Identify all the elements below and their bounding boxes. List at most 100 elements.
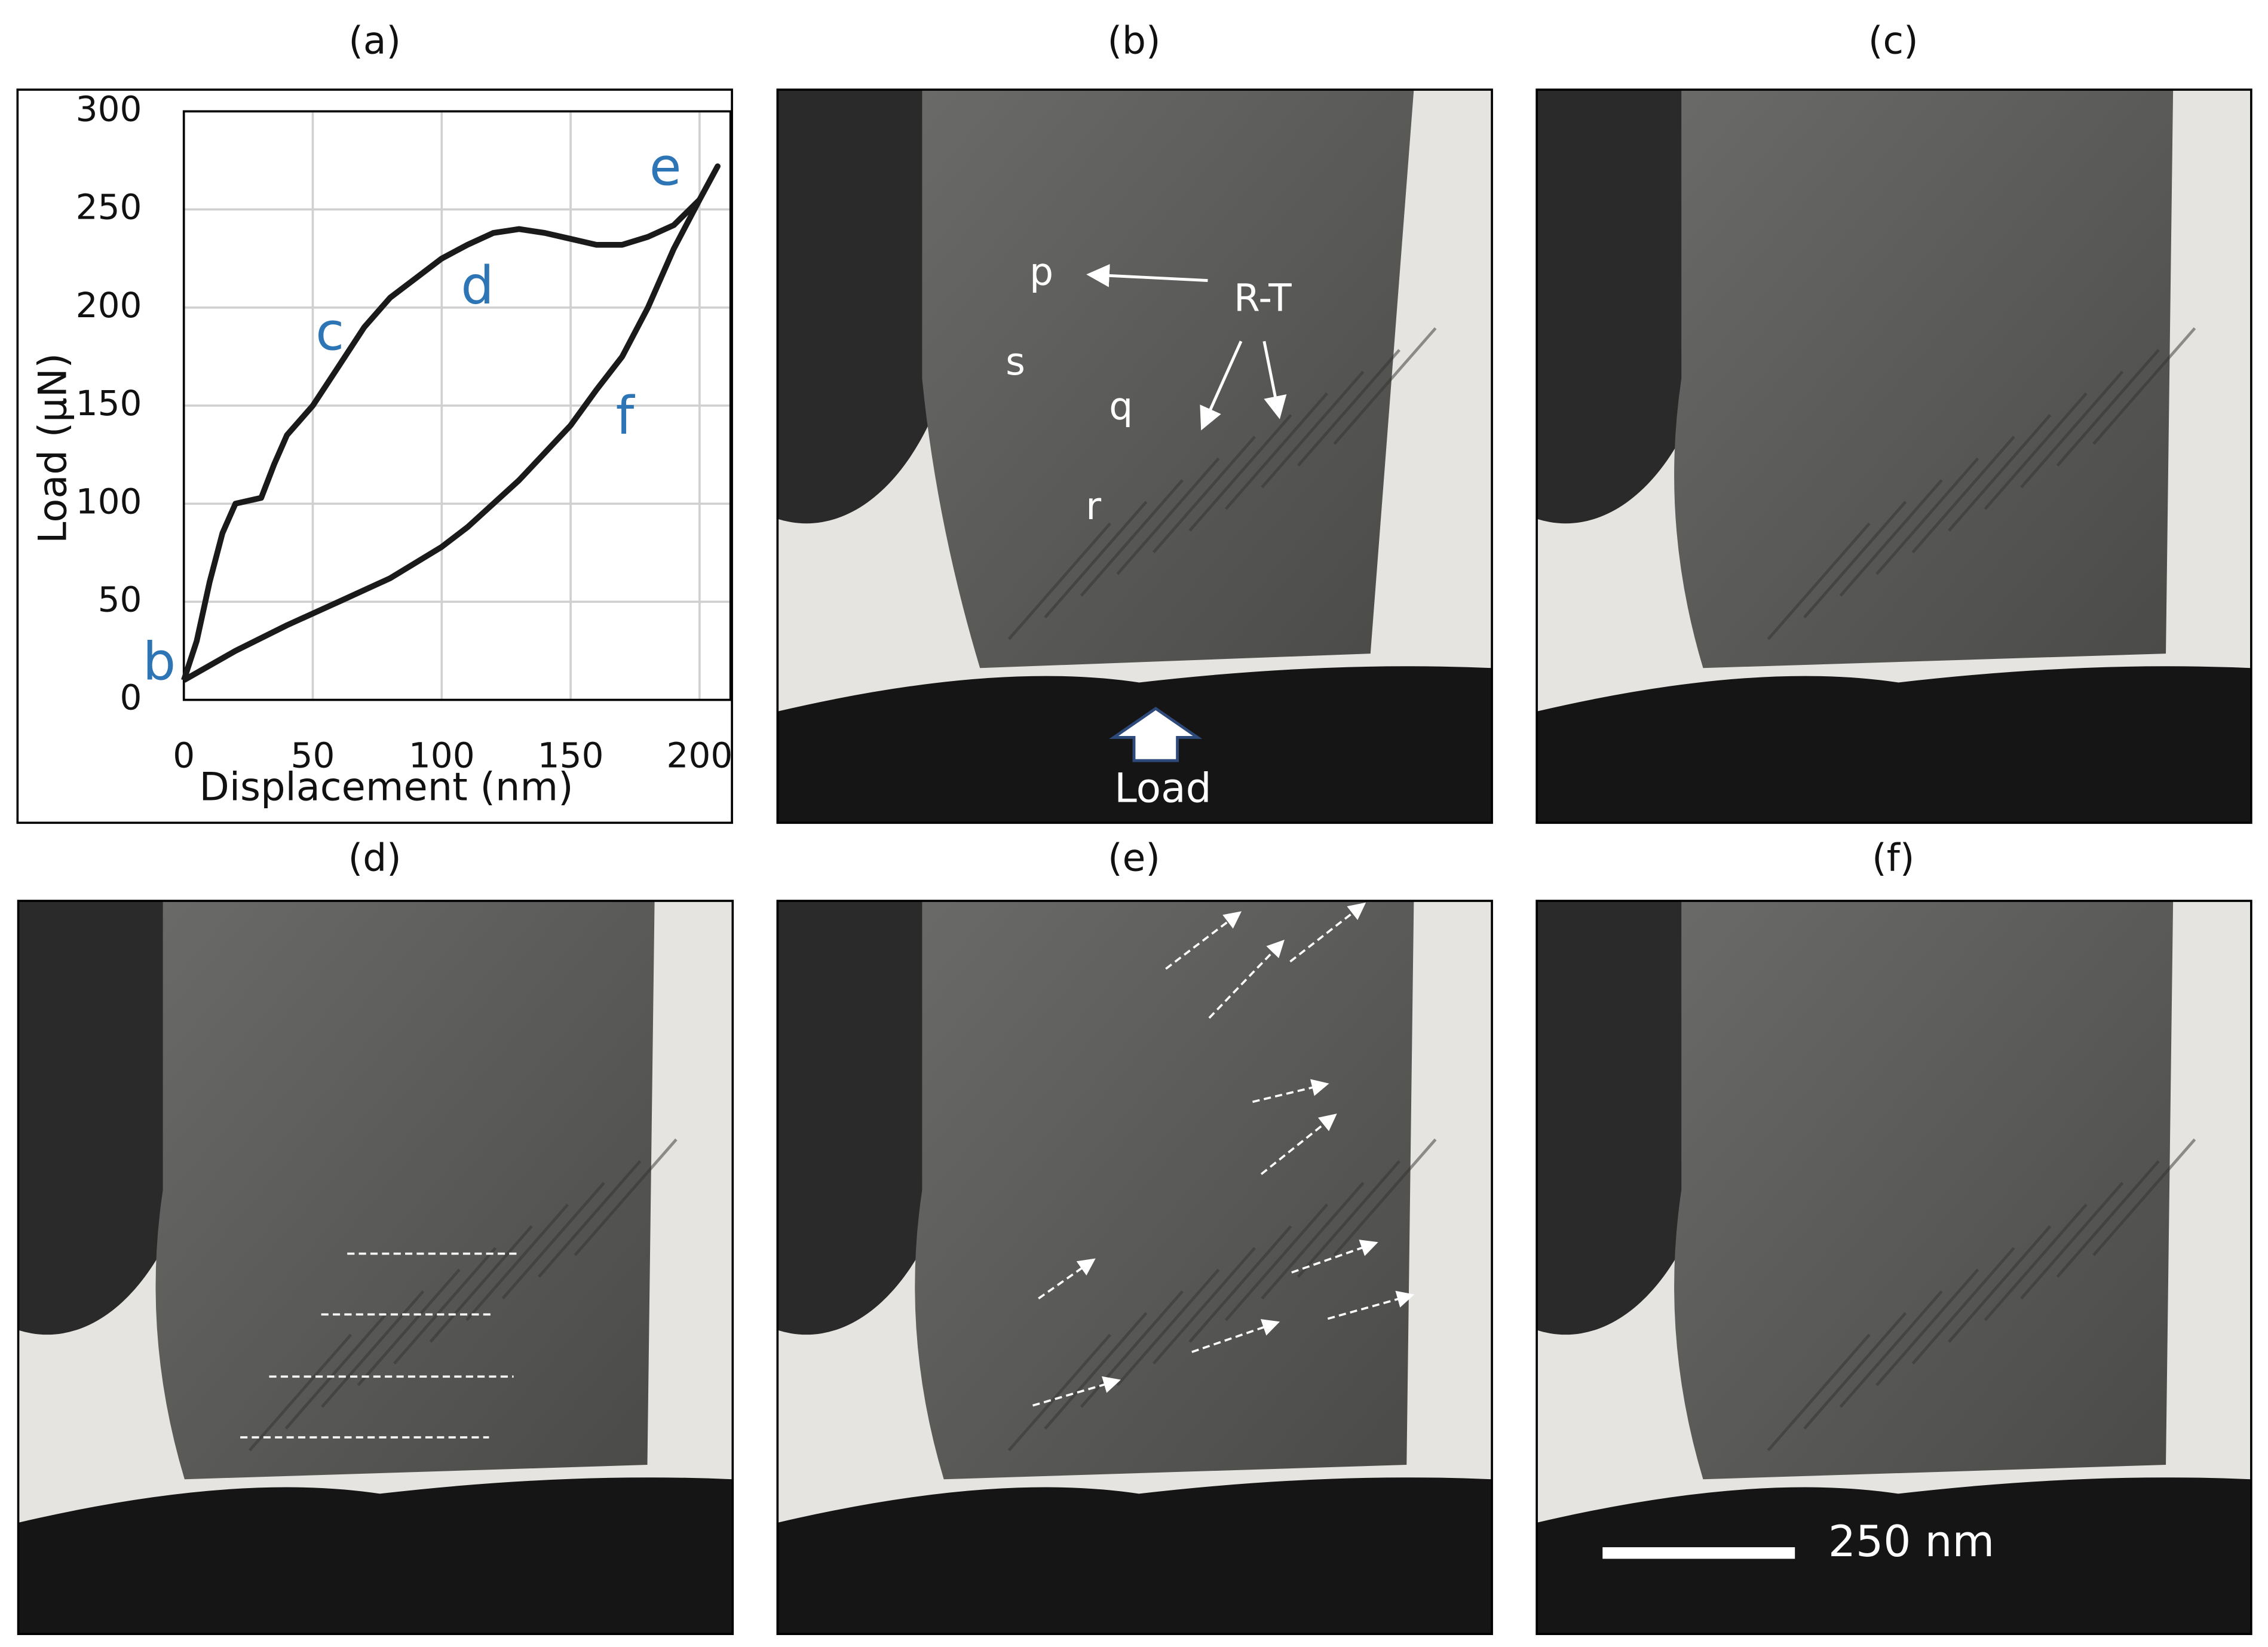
y-tick-label: 100 [76, 481, 142, 522]
texture [1948, 414, 2052, 532]
texture [1044, 501, 1148, 619]
texture [1875, 1268, 1979, 1387]
point-label: d [461, 255, 494, 316]
dashed-arrow [1291, 1240, 1378, 1274]
x-tick-label: 0 [173, 735, 195, 775]
texture [1839, 479, 1943, 597]
x-tick-label: 100 [409, 735, 475, 775]
texture [1911, 435, 2015, 554]
texture [1261, 1182, 1365, 1300]
dashed-arrow [1208, 939, 1285, 1019]
scale-bar-label: 250 nm [1828, 1517, 1994, 1567]
y-tick-label: 300 [76, 88, 142, 129]
texture [1152, 1247, 1256, 1365]
x-tick-label: 200 [666, 735, 732, 775]
texture [1333, 1138, 1437, 1256]
texture [1911, 1247, 2015, 1365]
texture [1261, 370, 1365, 489]
point-label: c [315, 301, 344, 362]
texture [1948, 1225, 2052, 1343]
pillar [915, 900, 1414, 1480]
micrograph [776, 88, 1493, 824]
dashed-arrow [1289, 902, 1366, 963]
texture [393, 1247, 497, 1365]
plot-border [182, 110, 732, 701]
texture [2056, 1160, 2160, 1278]
load-label: Load [1114, 765, 1212, 812]
y-tick-label: 50 [98, 579, 142, 619]
texture [1875, 457, 1979, 575]
texture [2092, 1138, 2196, 1256]
dashed-arrow [1260, 1114, 1337, 1175]
texture [1224, 1203, 1328, 1321]
substrate [1537, 666, 2251, 823]
frame [776, 88, 1493, 824]
pillar [922, 90, 1414, 668]
point-label: e [649, 137, 682, 198]
pillar [1674, 900, 2174, 1480]
panel-label: (b) [1107, 19, 1160, 63]
texture [2020, 370, 2124, 489]
annotation: q [1109, 385, 1133, 428]
texture [321, 1290, 425, 1408]
texture [1767, 1333, 1871, 1452]
texture [1080, 1290, 1184, 1408]
dashed-arrow [1252, 1079, 1329, 1103]
texture [1116, 1268, 1220, 1387]
annotation: p [1029, 250, 1053, 294]
texture [1297, 349, 1400, 467]
x-tick-label: 50 [291, 735, 335, 775]
arrow [1086, 264, 1208, 287]
pillar [1674, 90, 2174, 668]
panel-label: (d) [348, 836, 402, 879]
panel-label: (c) [1868, 19, 1918, 63]
texture [2056, 349, 2160, 467]
texture [429, 1225, 533, 1343]
dashed-arrow [1165, 911, 1242, 970]
texture [1007, 1333, 1111, 1452]
data-line [181, 163, 721, 683]
texture [1080, 479, 1184, 597]
texture [1984, 392, 2088, 510]
annotation: R-T [1234, 277, 1292, 320]
micrograph-content [18, 900, 733, 1634]
frame [1536, 88, 2252, 824]
dashed-arrow [1191, 1319, 1280, 1353]
dashed-arrow [1032, 1376, 1121, 1407]
micrograph [776, 900, 1493, 1636]
y-axis-title: Load (μN) [30, 353, 75, 544]
y-tick-label: 150 [76, 383, 142, 424]
left-blob [777, 90, 966, 524]
texture [357, 1268, 461, 1387]
micrograph-content [777, 900, 1492, 1634]
texture [1767, 522, 1871, 640]
texture [1803, 1312, 1907, 1430]
micrograph-content [1537, 90, 2251, 823]
texture [1224, 392, 1328, 510]
x-axis-title: Displacement (nm) [200, 765, 574, 810]
panel-label: (f) [1872, 836, 1914, 879]
texture [1984, 1203, 2088, 1321]
micrograph [1536, 88, 2252, 824]
substrate [777, 1477, 1492, 1634]
texture [1803, 501, 1907, 619]
micrograph [17, 900, 734, 1636]
arrow [1200, 341, 1243, 431]
dashed-arrow [1327, 1290, 1415, 1320]
substrate [1537, 1477, 2251, 1634]
y-tick-label: 200 [76, 285, 142, 326]
texture [1188, 1225, 1292, 1343]
texture [249, 1333, 353, 1452]
texture [538, 1160, 642, 1278]
texture [1839, 1290, 1943, 1408]
pillar [155, 900, 655, 1480]
texture [1152, 435, 1256, 554]
texture [1116, 457, 1220, 575]
annotation: s [1006, 340, 1025, 384]
point-label: f [616, 385, 636, 446]
scale-bar [1602, 1547, 1795, 1559]
texture [1333, 327, 1437, 445]
micrograph [1536, 900, 2252, 1636]
